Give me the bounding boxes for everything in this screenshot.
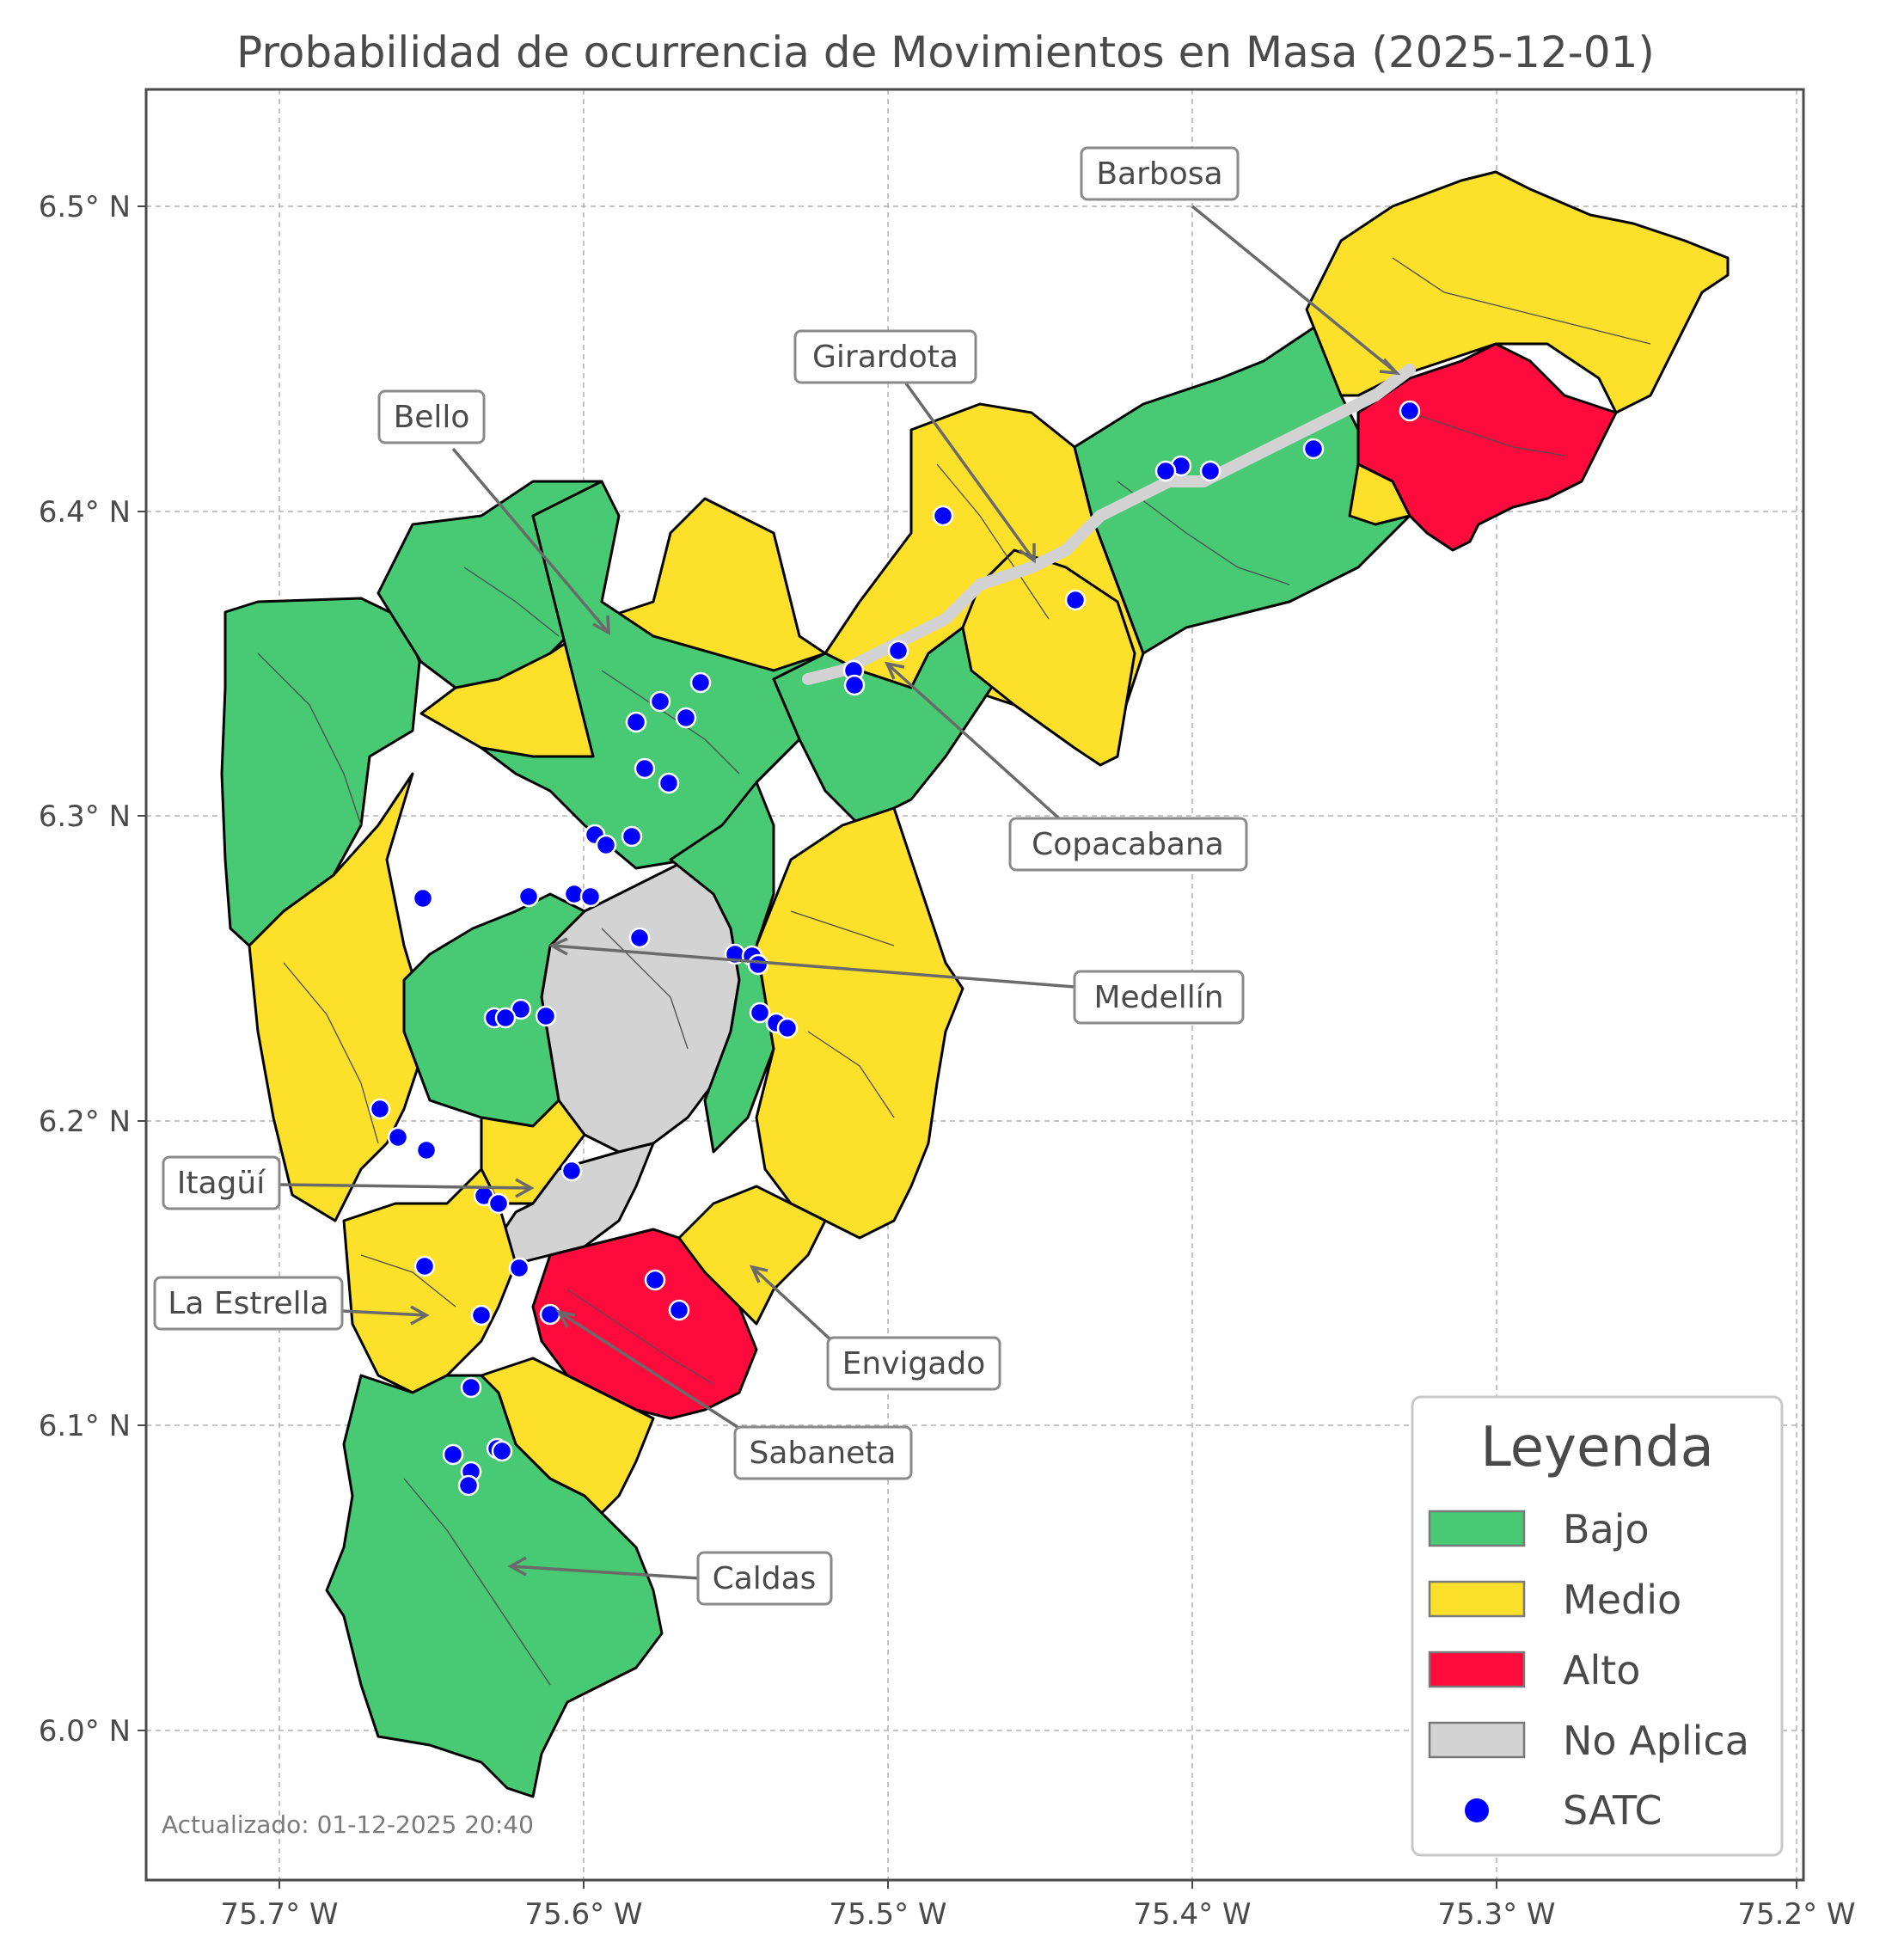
region-sabaneta xyxy=(531,1228,758,1420)
map-subdivisions xyxy=(257,257,1651,1686)
region-girardota-south xyxy=(961,548,1136,767)
svg-text:Medellín: Medellín xyxy=(1093,980,1223,1015)
region-barbosa-west-bajo xyxy=(1073,325,1411,655)
callout-copacabana: Copacabana xyxy=(1008,817,1248,872)
legend-label-medio: Medio xyxy=(1563,1577,1681,1623)
y-tick-label: 6.1° N xyxy=(39,1409,131,1443)
legend-label-no-aplica: No Aplica xyxy=(1563,1718,1749,1764)
x-tick-label: 75.5° W xyxy=(829,1897,946,1932)
callout-medellin: Medellín xyxy=(1073,970,1245,1025)
legend-label-bajo: Bajo xyxy=(1563,1506,1650,1553)
region-la-estrella xyxy=(342,1167,517,1394)
x-tick-label: 75.2° W xyxy=(1737,1897,1855,1932)
y-tick-label: 6.3° N xyxy=(39,799,131,834)
region-barbosa-north-medio xyxy=(1305,170,1730,414)
region-south-medio xyxy=(480,1357,655,1515)
region-envigado xyxy=(677,1185,827,1326)
legend-swatch-alto xyxy=(1428,1651,1526,1688)
map-title: Probabilidad de ocurrencia de Movimiento… xyxy=(236,28,1655,77)
region-west-bajo xyxy=(220,597,421,947)
legend-swatch-no-aplica xyxy=(1428,1721,1526,1759)
callout-bello: Bello xyxy=(377,389,486,444)
svg-text:Envigado: Envigado xyxy=(842,1346,986,1381)
callout-girardota: Girardota xyxy=(793,329,977,384)
callout-sabaneta: Sabaneta xyxy=(733,1425,913,1480)
callout-arrows xyxy=(279,205,1401,1580)
x-tick-label: 75.4° W xyxy=(1133,1897,1251,1932)
callout-itagui: Itagüí xyxy=(162,1155,281,1210)
y-tick-label: 6.5° N xyxy=(39,190,131,224)
river-corridor xyxy=(802,364,1416,685)
callout-envigado: Envigado xyxy=(826,1336,1001,1391)
svg-text:Copacabana: Copacabana xyxy=(1032,827,1224,862)
x-tick-label: 75.3° W xyxy=(1437,1897,1555,1932)
legend-swatch-bajo xyxy=(1428,1510,1526,1547)
region-east-medio xyxy=(755,806,964,1240)
svg-text:Barbosa: Barbosa xyxy=(1096,156,1222,192)
legend-title: Leyenda xyxy=(1480,1416,1714,1479)
svg-text:Bello: Bello xyxy=(394,400,470,435)
y-tick-label: 6.2° N xyxy=(39,1105,131,1139)
svg-text:Sabaneta: Sabaneta xyxy=(750,1436,897,1471)
x-axis-labels: 75.7° W 75.6° W 75.5° W 75.4° W 75.3° W … xyxy=(220,1897,1855,1932)
region-central-north-bajo xyxy=(480,480,861,870)
y-tick-label: 6.0° N xyxy=(39,1714,131,1749)
svg-text:Itagüí: Itagüí xyxy=(177,1166,266,1201)
legend-dot-satc xyxy=(1465,1798,1489,1822)
plot-frame xyxy=(144,88,1805,1882)
y-axis-labels: 6.5° N 6.4° N 6.3° N 6.2° N 6.1° N 6.0° … xyxy=(39,190,131,1749)
region-barbosa-south-medio xyxy=(1348,462,1411,526)
legend-label-alto: Alto xyxy=(1563,1647,1640,1694)
svg-text:La Estrella: La Estrella xyxy=(168,1286,328,1321)
svg-text:Caldas: Caldas xyxy=(713,1561,817,1596)
axis-tick-marks xyxy=(138,205,1797,1889)
satc-stations xyxy=(369,400,1421,1497)
svg-text:Girardota: Girardota xyxy=(812,340,958,375)
callout-caldas: Caldas xyxy=(696,1551,833,1606)
callout-la-estrella: La Estrella xyxy=(153,1276,344,1331)
legend-swatch-medio xyxy=(1428,1580,1526,1618)
updated-timestamp: Actualizado: 01-12-2025 20:40 xyxy=(162,1810,534,1839)
y-tick-label: 6.4° N xyxy=(39,495,131,530)
map-regions xyxy=(220,170,1730,1798)
legend: Leyenda Bajo Medio Alto No Aplica SATC xyxy=(1411,1395,1784,1857)
x-tick-label: 75.7° W xyxy=(220,1897,338,1932)
legend-label-satc: SATC xyxy=(1563,1787,1662,1834)
x-tick-label: 75.6° W xyxy=(524,1897,642,1932)
callout-barbosa: Barbosa xyxy=(1080,146,1240,201)
